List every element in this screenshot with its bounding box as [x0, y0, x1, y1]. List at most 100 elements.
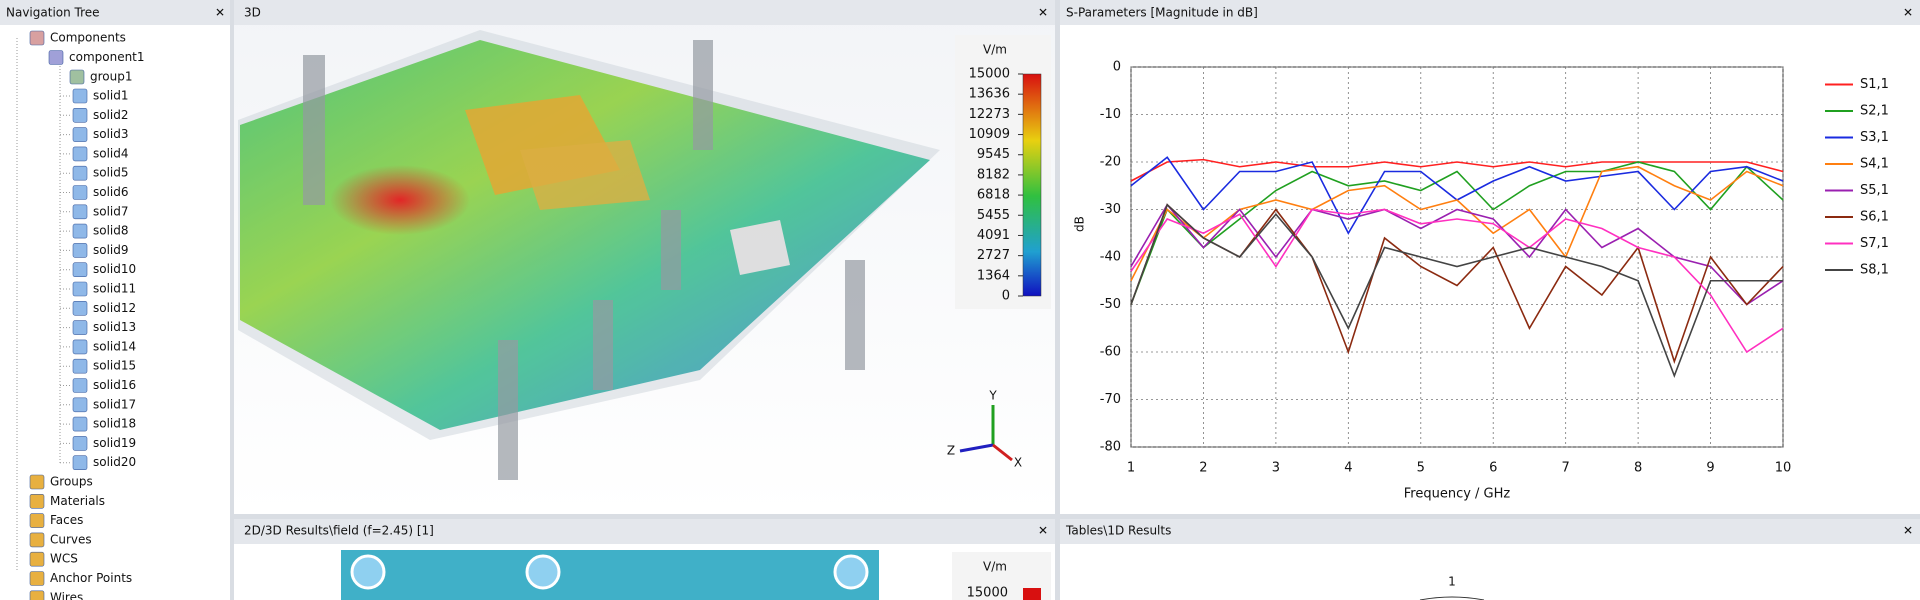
- tree-folder[interactable]: WCS: [50, 552, 78, 566]
- close-icon[interactable]: ✕: [1038, 524, 1048, 538]
- close-icon[interactable]: ✕: [1038, 6, 1048, 20]
- x-tick-label: 5: [1417, 461, 1425, 476]
- tree-icon: [72, 185, 88, 200]
- x-tick-label: 1: [1127, 461, 1135, 476]
- tree-item[interactable]: solid14: [93, 339, 136, 353]
- tree-folder[interactable]: Curves: [50, 532, 92, 546]
- close-icon[interactable]: ✕: [1903, 524, 1913, 538]
- tree-item[interactable]: solid2: [93, 108, 129, 122]
- y-tick-label: -80: [1100, 440, 1121, 455]
- colorbar-tick: 0: [1002, 289, 1010, 304]
- x-tick-label: 3: [1272, 461, 1280, 476]
- tree-icon: [72, 146, 88, 162]
- tree-item[interactable]: solid7: [93, 204, 129, 218]
- tree-item[interactable]: group1: [90, 70, 133, 84]
- tree-icon: [72, 300, 88, 316]
- tree-icon: [72, 204, 88, 220]
- tree-folder[interactable]: Materials: [50, 494, 105, 508]
- colorbar-tick: 12273: [969, 107, 1010, 122]
- curve-fragment: [1419, 596, 1485, 600]
- tree-icon: [72, 339, 88, 355]
- tree-icon: [29, 513, 45, 528]
- tree-folder[interactable]: Anchor Points: [50, 571, 132, 585]
- tree-folder[interactable]: Faces: [50, 513, 83, 527]
- tree-item[interactable]: solid17: [93, 397, 136, 411]
- x-tick-label: 6: [1489, 461, 1497, 476]
- tree-item[interactable]: solid6: [93, 185, 129, 199]
- tree-folder[interactable]: Wires: [50, 590, 83, 600]
- tree-icon: [72, 436, 88, 451]
- y-tick-label: 0: [1113, 60, 1121, 75]
- y-tick-label: -70: [1100, 392, 1121, 407]
- tree-item[interactable]: solid13: [93, 320, 136, 334]
- y-tick-label: -60: [1100, 345, 1121, 360]
- tree-icon: [48, 50, 64, 65]
- colorbar-tick: 8182: [977, 167, 1010, 182]
- tree-item[interactable]: solid1: [93, 89, 129, 103]
- tree-icon: [29, 30, 45, 46]
- colorbar-tick: 2727: [977, 248, 1010, 263]
- tree-item[interactable]: Components: [50, 31, 126, 45]
- x-tick-label: 7: [1562, 461, 1570, 476]
- axis-z: [959, 443, 994, 453]
- colorbar-tick: 4091: [977, 228, 1010, 243]
- nav-header: [0, 0, 230, 25]
- tree-item[interactable]: solid4: [93, 146, 129, 160]
- field-plot: [341, 550, 879, 600]
- tree-item[interactable]: solid11: [93, 282, 136, 296]
- tree-icon: [72, 416, 88, 432]
- tree-item[interactable]: solid12: [93, 301, 136, 315]
- series-line: [1130, 158, 1784, 182]
- tree-icon: [72, 281, 88, 297]
- tree-item[interactable]: solid9: [93, 243, 129, 257]
- results2d-header: [234, 519, 1055, 544]
- tree-icon: [29, 493, 45, 509]
- legend-label: S1,1: [1860, 77, 1889, 92]
- x-tick-label: 8: [1634, 461, 1642, 476]
- view3d-title: 3D: [244, 6, 261, 20]
- tree-icon: [72, 223, 88, 239]
- tree-item[interactable]: solid18: [93, 417, 136, 431]
- tree-folder[interactable]: Groups: [50, 475, 93, 489]
- colorbar-unit: V/m: [983, 43, 1007, 57]
- tree-item[interactable]: solid15: [93, 359, 136, 373]
- close-icon[interactable]: ✕: [215, 6, 225, 20]
- tree-item[interactable]: solid10: [93, 262, 136, 276]
- tree-item[interactable]: solid20: [93, 455, 136, 469]
- legend-label: S5,1: [1860, 183, 1889, 198]
- tree-item[interactable]: solid3: [93, 127, 129, 141]
- tree-item[interactable]: solid8: [93, 224, 129, 238]
- axis-label: X: [1014, 456, 1022, 470]
- y-axis-label: dB: [1073, 216, 1087, 232]
- tree-item[interactable]: solid19: [93, 436, 136, 450]
- colorbar: [1023, 588, 1041, 600]
- tree-icon: [72, 243, 88, 258]
- colorbar-tick: 9545: [977, 147, 1010, 162]
- legend-label: S6,1: [1860, 210, 1889, 225]
- sparams-header: [1060, 0, 1920, 25]
- legend-label: S4,1: [1860, 157, 1889, 172]
- results2d-title: 2D/3D Results\field (f=2.45) [1]: [244, 524, 434, 538]
- tree-icon: [72, 397, 88, 413]
- tree-item[interactable]: solid16: [93, 378, 136, 392]
- tree-item[interactable]: component1: [69, 50, 145, 64]
- colorbar-tick: 10909: [969, 127, 1010, 142]
- nav-title: Navigation Tree: [6, 6, 100, 20]
- sparams-title: S-Parameters [Magnitude in dB]: [1066, 6, 1258, 20]
- colorbar-unit: V/m: [983, 560, 1007, 574]
- colorbar: [1022, 73, 1042, 297]
- series-line: [1130, 203, 1783, 378]
- y-tick-label: -20: [1100, 155, 1121, 170]
- tree-icon: [29, 551, 45, 567]
- colorbar-tick: 13636: [969, 87, 1010, 102]
- tree-icon: [72, 262, 88, 278]
- series-line: [1130, 208, 1784, 354]
- x-axis-label: Frequency / GHz: [1404, 487, 1511, 502]
- close-icon[interactable]: ✕: [1903, 6, 1913, 20]
- tree-icon: [72, 165, 88, 181]
- y-tick-label: -30: [1100, 202, 1121, 217]
- legend-label: S3,1: [1860, 130, 1889, 145]
- tree-item[interactable]: solid5: [93, 166, 129, 180]
- legend-label: S2,1: [1860, 104, 1889, 119]
